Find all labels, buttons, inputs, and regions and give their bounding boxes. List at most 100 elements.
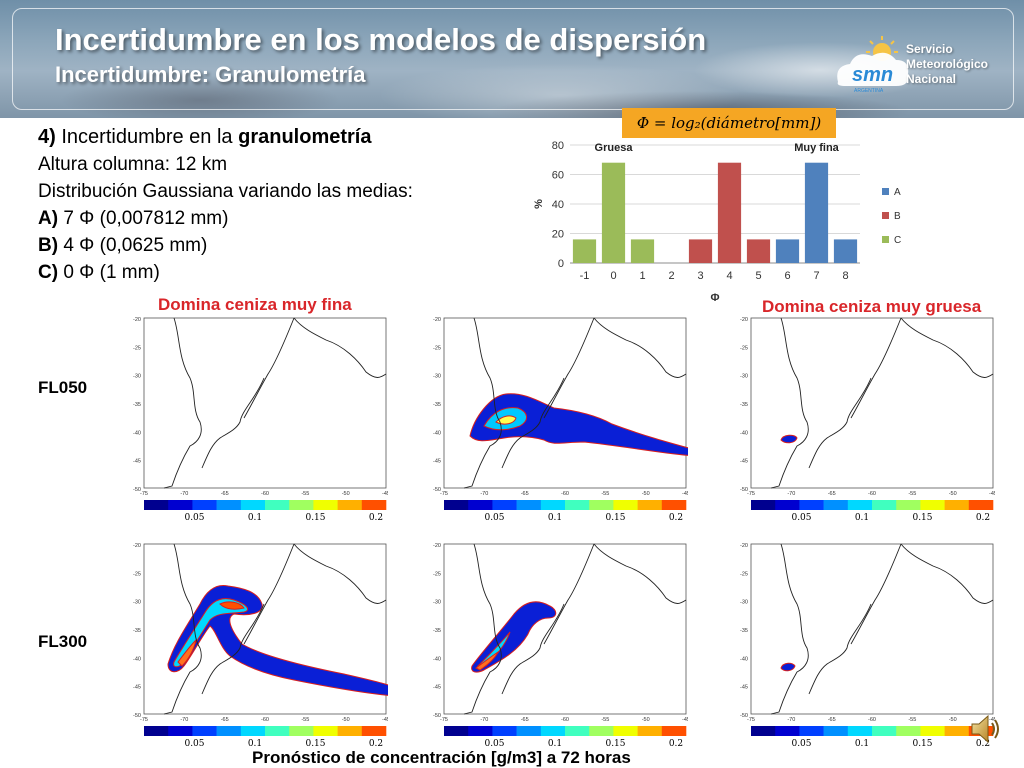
chart-legend-swatch-C bbox=[882, 236, 889, 243]
colorbar-segment bbox=[920, 500, 945, 510]
smn-logo-icon: smn ARGENTINA bbox=[837, 36, 909, 94]
map-ytick-label: -30 bbox=[133, 374, 141, 380]
map-ytick-label: -30 bbox=[133, 600, 141, 606]
logo-line-2: Meteorológico bbox=[906, 57, 989, 71]
colorbar-label: 0.2 bbox=[669, 739, 683, 748]
colorbar-segment bbox=[565, 726, 590, 736]
map-area: -20-25-30-35-40-45-50-75 -70 -65 -60 -55 -50-… bbox=[433, 317, 688, 522]
map-xtick-label: -50 bbox=[342, 717, 350, 723]
colorbar-segment bbox=[265, 726, 290, 736]
map-xtick-label: -50 bbox=[949, 717, 957, 723]
colorbar-label: 0.1 bbox=[548, 513, 562, 522]
map-xtick-label: -50 bbox=[642, 491, 650, 497]
colorbar-label: 0.05 bbox=[791, 513, 811, 522]
colorbar-segment bbox=[775, 726, 800, 736]
coastline-south bbox=[808, 377, 872, 469]
intro-item-b: B) 4 Φ (0,0625 mm) bbox=[38, 235, 208, 256]
colorbar-segment bbox=[565, 500, 590, 510]
colorbar-segment bbox=[751, 726, 776, 736]
colorbar-segment bbox=[361, 500, 387, 510]
speaker-icon[interactable] bbox=[968, 712, 1002, 746]
colorbar-label: 0.15 bbox=[305, 739, 325, 748]
map-xtick-label: -55 bbox=[908, 717, 916, 723]
map-area: -20-25-30-35-40-45-50-75 -70 -65 -60 -55 -50-… bbox=[133, 317, 388, 522]
map-xtick-label: -70 bbox=[787, 491, 795, 497]
colorbar-label: 0.2 bbox=[976, 739, 990, 748]
colorbar-segment bbox=[872, 726, 897, 736]
map-xtick-label: -50 bbox=[949, 491, 957, 497]
chart-xlabel: Φ bbox=[710, 292, 719, 303]
map-ytick-label: -20 bbox=[433, 543, 441, 549]
colorbar-segment bbox=[289, 500, 314, 510]
map-xtick-label: -50 bbox=[342, 491, 350, 497]
map-ytick-label: -25 bbox=[433, 345, 441, 351]
colorbar-label: 0.1 bbox=[855, 739, 869, 748]
map-xtick-label: -75 bbox=[747, 491, 755, 497]
chart-bar-A bbox=[775, 239, 800, 263]
chart-bar-B bbox=[717, 162, 742, 263]
map-panel-b-fl050: -20 -25 -30 -35 -40 -45 -50 -75 -70 -65 -60 -55 -50-… bbox=[428, 312, 688, 522]
colorbar-segment bbox=[968, 500, 994, 510]
chart-legend-swatch-A bbox=[882, 188, 889, 195]
map-xtick-label: -45 bbox=[989, 717, 995, 723]
coastline-west bbox=[463, 317, 502, 489]
colorbar-segment bbox=[799, 500, 824, 510]
map-ytick-label: -20 bbox=[740, 543, 748, 549]
intro-heading: 4) Incertidumbre en la granulometría bbox=[38, 126, 372, 148]
chart-legend-label-C: C bbox=[894, 235, 901, 246]
colorbar-segment bbox=[540, 726, 566, 736]
coastline-east bbox=[593, 317, 687, 378]
map-ytick-label: -30 bbox=[740, 374, 748, 380]
colorbar-segment bbox=[589, 500, 614, 510]
map-ytick-label: -20 bbox=[740, 317, 748, 323]
map-ytick-label: -20 bbox=[133, 543, 141, 549]
coastline-east bbox=[900, 317, 994, 378]
chart-xtick-label: 8 bbox=[842, 270, 848, 282]
chart-legend-label-A: A bbox=[894, 187, 901, 198]
concentration-plume bbox=[495, 415, 517, 425]
coastline-east bbox=[293, 317, 387, 378]
map-ytick-label: -50 bbox=[740, 713, 748, 719]
map-frame bbox=[443, 317, 687, 489]
map-xtick-label: -70 bbox=[180, 717, 188, 723]
chart-xtick-label: -1 bbox=[580, 270, 590, 282]
colorbar-segment bbox=[313, 500, 338, 510]
granulometry-bar-chart: 0 20 40 60 80 -1 0 1 2 3 4 5 6 7 8 Φ% Gruesa Muy fina A B C bbox=[533, 140, 901, 303]
chart-bar-B bbox=[688, 239, 713, 263]
colorbar-segment bbox=[192, 500, 217, 510]
map-xtick-label: -70 bbox=[480, 491, 488, 497]
coastline-west bbox=[770, 317, 809, 489]
chart-ylabel: % bbox=[533, 199, 545, 209]
logo-mark: smn bbox=[852, 64, 893, 86]
colorbar-segment bbox=[492, 726, 517, 736]
intro-item-a: A) 7 Φ (0,007812 mm) bbox=[38, 208, 229, 229]
coastline-west bbox=[770, 543, 809, 715]
map-ytick-label: -50 bbox=[433, 713, 441, 719]
concentration-plume bbox=[177, 638, 197, 667]
colorbar-segment bbox=[216, 500, 242, 510]
colorbar-segment bbox=[444, 500, 469, 510]
colorbar-segment bbox=[661, 500, 687, 510]
colorbar-segment bbox=[613, 500, 638, 510]
map-ytick-label: -40 bbox=[133, 430, 141, 436]
colorbar-segment bbox=[216, 726, 242, 736]
colorbar-segment bbox=[637, 726, 663, 736]
coastline-south bbox=[501, 377, 565, 469]
colorbar-segment bbox=[444, 726, 469, 736]
colorbar-segment bbox=[661, 726, 687, 736]
map-xtick-label: -60 bbox=[261, 717, 269, 723]
colorbar-label: 0.05 bbox=[184, 513, 204, 522]
map-panel-c-fl300: -20 -25 -30 -35 -40 -45 -50 -75 -70 -65 -60 -55 -50-… bbox=[735, 538, 995, 748]
header-frame bbox=[12, 8, 1014, 110]
colorbar-segment bbox=[168, 726, 193, 736]
colorbar-segment bbox=[192, 726, 217, 736]
colorbar-segment bbox=[613, 726, 638, 736]
coastline-east bbox=[593, 543, 687, 604]
chart-xtick-label: 7 bbox=[813, 270, 819, 282]
concentration-plume bbox=[219, 601, 245, 610]
colorbar-label: 0.05 bbox=[484, 739, 504, 748]
map-xtick-label: -65 bbox=[221, 717, 229, 723]
map-ytick-label: -50 bbox=[433, 487, 441, 493]
map-ytick-label: -45 bbox=[740, 459, 748, 465]
coastline-south bbox=[501, 603, 565, 695]
